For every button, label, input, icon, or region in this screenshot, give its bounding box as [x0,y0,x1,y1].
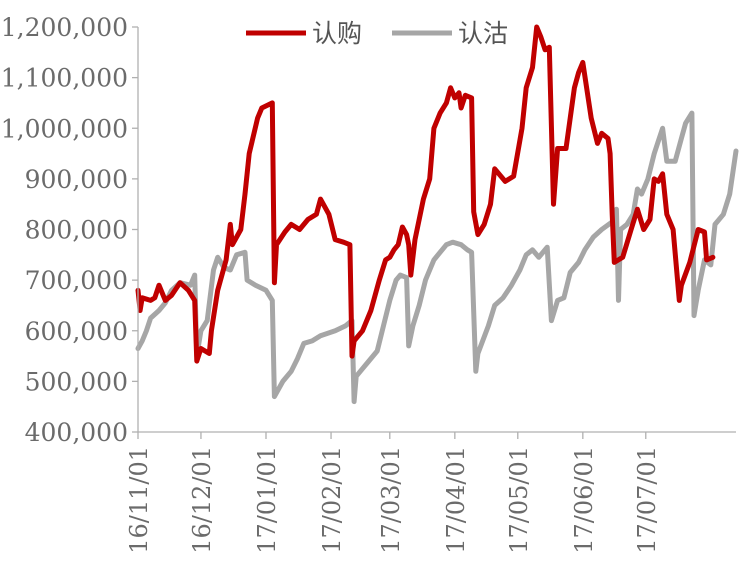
x-tick-label: 17/03/01 [377,446,405,554]
y-axis-ticks: 1,200,000 1,100,000 1,000,000 900,000 800,00… [1,13,138,447]
series-lines [135,24,739,405]
y-tick-label: 800,000 [25,216,128,245]
y-tick-label: 1,000,000 [1,114,128,143]
x-tick-label: 17/07/01 [633,446,661,554]
series-line-1 [135,110,739,405]
x-tick-label: 17/02/01 [318,446,346,554]
y-tick-label: 700,000 [25,266,128,295]
y-tick-label: 400,000 [25,418,128,447]
legend-label: 认购 [312,19,362,48]
y-tick-label: 600,000 [25,317,128,346]
x-tick-label: 16/11/01 [125,446,153,554]
x-axis-ticks: 16/11/01 16/12/01 17/01/01 17/02/01 17/03/01… [125,432,661,554]
x-tick-label: 17/06/01 [570,446,598,554]
y-tick-label: 1,200,000 [1,13,128,42]
x-tick-label: 17/01/01 [253,446,281,554]
legend-label: 认沽 [458,19,508,48]
x-tick-label: 17/04/01 [442,446,470,554]
y-tick-label: 500,000 [25,367,128,396]
x-tick-label: 16/12/01 [188,446,216,554]
y-tick-label: 1,100,000 [1,64,128,93]
y-tick-label: 900,000 [25,165,128,194]
legend: 认购 认沽 [246,19,508,48]
series-line-0 [135,24,716,364]
x-tick-label: 17/05/01 [505,446,533,554]
